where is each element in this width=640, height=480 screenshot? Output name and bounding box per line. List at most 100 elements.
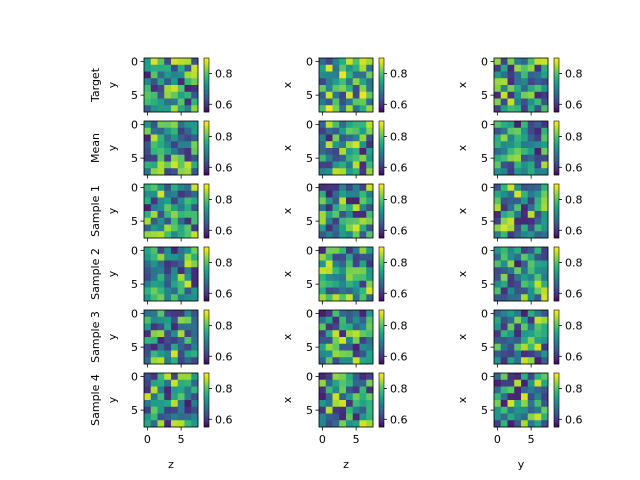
heatmap-cell — [527, 127, 535, 135]
colorbar-segment — [379, 353, 384, 356]
heatmap-cell — [527, 71, 535, 79]
heatmap-cell — [494, 400, 502, 408]
heatmap-cell — [164, 154, 172, 162]
y-tick-label: 0 — [306, 244, 313, 257]
heatmap-cell — [514, 161, 522, 169]
heatmap-panel — [490, 120, 562, 179]
colorbar-segment — [204, 347, 209, 350]
y-tick-label: 0 — [306, 55, 313, 68]
heatmap-cell — [191, 379, 199, 387]
colorbar-segment — [204, 227, 209, 230]
colorbar-segment — [554, 72, 559, 75]
heatmap-cell — [332, 294, 340, 302]
heatmap-cell — [541, 310, 549, 318]
colorbar-segment — [204, 70, 209, 73]
heatmap-cell — [494, 280, 502, 288]
colorbar-segment — [554, 247, 559, 250]
heatmap-cell — [319, 310, 327, 318]
heatmap-cell — [359, 154, 367, 162]
heatmap-cell — [177, 350, 185, 358]
heatmap-cell — [534, 247, 542, 255]
heatmap-cell — [339, 141, 347, 149]
heatmap-cell — [150, 217, 158, 225]
heatmap-cell — [339, 330, 347, 338]
heatmap-cell — [346, 98, 354, 106]
heatmap-cell — [507, 274, 515, 282]
colorbar-segment — [554, 259, 559, 262]
colorbar-segment — [204, 121, 209, 124]
heatmap-cell — [171, 400, 179, 408]
heatmap-cell — [366, 260, 374, 268]
heatmap-cell — [171, 190, 179, 198]
colorbar-segment — [379, 169, 384, 172]
heatmap-cell — [507, 78, 515, 86]
heatmap-cell — [541, 267, 549, 275]
heatmap-cell — [514, 190, 522, 198]
heatmap-cell — [191, 267, 199, 275]
heatmap-cell — [514, 64, 522, 72]
colorbar-segment — [379, 83, 384, 86]
x-tick-label: 5 — [353, 433, 360, 446]
colorbar-tick-label: 0.6 — [565, 98, 583, 111]
heatmap-cell — [352, 58, 360, 66]
colorbar-segment — [379, 137, 384, 140]
colorbar-segment — [379, 407, 384, 410]
heatmap-cell — [346, 78, 354, 86]
heatmap-cell — [157, 154, 165, 162]
heatmap-cell — [534, 280, 542, 288]
heatmap-cell — [177, 323, 185, 331]
heatmap-cell — [521, 267, 529, 275]
axis-xlabel: z — [343, 458, 349, 471]
heatmap-cell — [359, 267, 367, 275]
colorbar-segment — [379, 292, 384, 295]
colorbar-segment — [204, 310, 209, 313]
heatmap-cell — [144, 211, 152, 219]
heatmap-cell — [319, 224, 327, 232]
heatmap-cell — [184, 400, 192, 408]
axis-ylabel: x — [456, 144, 469, 151]
colorbar-segment — [554, 373, 559, 376]
heatmap-cell — [325, 357, 333, 365]
colorbar-segment — [379, 128, 384, 131]
heatmap-cell — [352, 406, 360, 414]
heatmap-cell — [352, 420, 360, 428]
heatmap-cell — [500, 184, 508, 192]
heatmap-cell — [332, 247, 340, 255]
colorbar-segment — [554, 292, 559, 295]
heatmap-cell — [500, 134, 508, 142]
colorbar-tick-label: 0.8 — [565, 130, 583, 143]
heatmap-cell — [494, 337, 502, 345]
colorbar-segment — [204, 94, 209, 97]
heatmap-cell — [339, 211, 347, 219]
heatmap-cell — [171, 323, 179, 331]
heatmap-cell — [500, 280, 508, 288]
heatmap-cell — [352, 343, 360, 351]
colorbar-segment — [204, 344, 209, 347]
colorbar-segment — [554, 140, 559, 143]
heatmap-cell — [171, 267, 179, 275]
heatmap-cell — [191, 154, 199, 162]
heatmap-cell — [534, 393, 542, 401]
heatmap-cell — [541, 141, 549, 149]
heatmap-cell — [534, 121, 542, 129]
heatmap-cell — [157, 161, 165, 169]
heatmap-cell — [534, 330, 542, 338]
colorbar-segment — [204, 234, 209, 237]
colorbar-segment — [379, 248, 384, 251]
heatmap-cell — [514, 323, 522, 331]
colorbar-segment — [204, 283, 209, 286]
heatmap-cell — [171, 350, 179, 358]
heatmap-cell — [507, 64, 515, 72]
colorbar-segment — [204, 133, 209, 136]
colorbar-segment — [204, 184, 209, 187]
colorbar-segment — [379, 257, 384, 260]
heatmap-cell — [521, 71, 529, 79]
heatmap-cell — [325, 316, 333, 324]
colorbar-segment — [554, 58, 559, 61]
heatmap-cell — [494, 413, 502, 421]
colorbar-segment — [554, 85, 559, 88]
heatmap-cell — [527, 190, 535, 198]
heatmap-cell — [541, 350, 549, 358]
colorbar-segment — [204, 279, 209, 282]
heatmap-cell — [534, 386, 542, 394]
